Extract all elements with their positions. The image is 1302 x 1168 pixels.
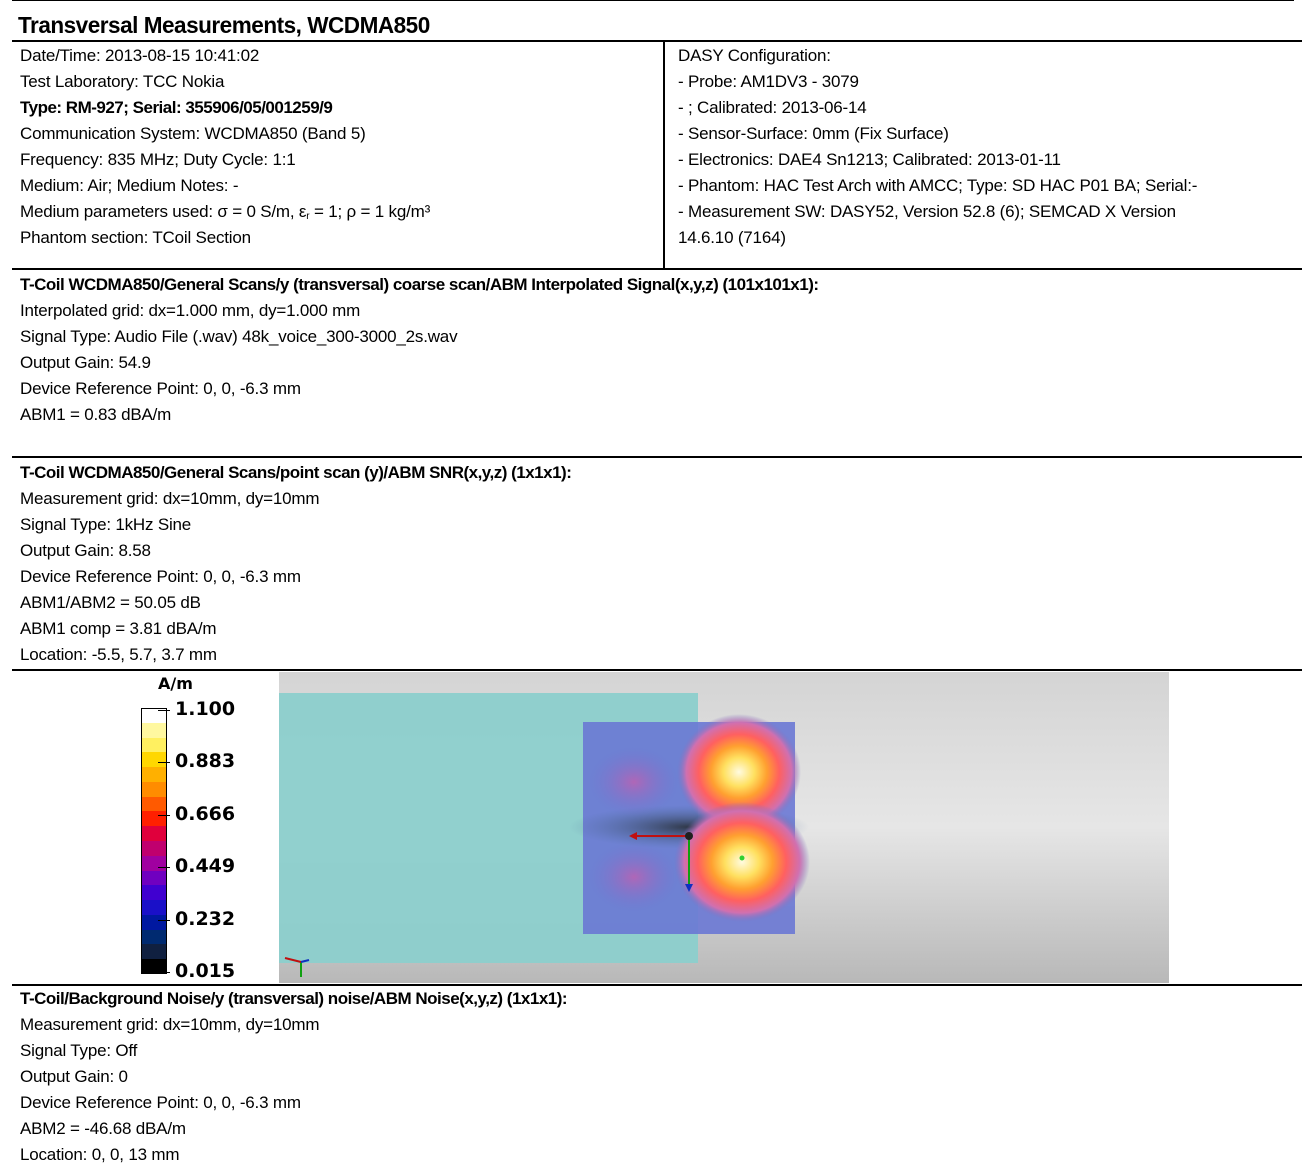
peak-marker	[739, 855, 745, 861]
side-lobe-left	[589, 747, 679, 817]
colorbar-tick-label: 1.100	[175, 698, 236, 720]
point-scan-heading: T-Coil WCDMA850/General Scans/point scan…	[20, 463, 572, 482]
section2-detail-line: Signal Type: 1kHz Sine	[20, 515, 192, 534]
colorbar-segment	[141, 885, 167, 901]
probe-arrowhead-y	[685, 884, 693, 892]
dasy-config-line: - Measurement SW: DASY52, Version 52.8 (…	[678, 202, 1176, 221]
colorbar-tick	[158, 867, 170, 869]
colorbar-segment	[141, 781, 167, 798]
dasy-config-line: - ; Calibrated: 2013-06-14	[678, 98, 867, 117]
section3-detail-line: Measurement grid: dx=10mm, dy=10mm	[20, 1015, 320, 1034]
dasy-config-line: 14.6.10 (7164)	[678, 228, 786, 247]
section3-detail-line: Device Reference Point: 0, 0, -6.3 mm	[20, 1093, 301, 1112]
colorbar-segment	[141, 708, 167, 724]
probe-arrowhead-x	[629, 832, 637, 840]
section2-detail-line: Location: -5.5, 5.7, 3.7 mm	[20, 645, 217, 664]
rule-section1	[12, 456, 1302, 458]
header-divider	[663, 40, 665, 268]
section2-detail-line: Measurement grid: dx=10mm, dy=10mm	[20, 489, 320, 508]
colorbar-tick	[158, 972, 170, 973]
rule-section2	[12, 669, 1302, 671]
dasy-config-line: - Probe: AM1DV3 - 3079	[678, 72, 859, 91]
section2-detail-line: Output Gain: 8.58	[20, 541, 151, 560]
test-info-line: Date/Time: 2013-08-15 10:41:02	[20, 46, 260, 65]
top-rule	[12, 0, 1294, 1]
test-info-line: Type: RM-927; Serial: 355906/05/001259/9	[20, 98, 333, 117]
colorbar-tick-label: 0.449	[175, 855, 236, 878]
colorbar-segment	[141, 929, 167, 945]
section1-detail-line: Output Gain: 54.9	[20, 353, 151, 372]
colorbar-unit: A/m	[158, 674, 193, 693]
colorbar-segment	[141, 767, 167, 783]
dasy-config-line: - Sensor-Surface: 0mm (Fix Surface)	[678, 124, 949, 143]
section3-detail-line: ABM2 = -46.68 dBA/m	[20, 1119, 186, 1138]
coarse-scan-heading: T-Coil WCDMA850/General Scans/y (transve…	[20, 275, 819, 294]
lower-lobe	[674, 802, 810, 922]
rule-header	[12, 268, 1302, 270]
coarse-scan-section: T-Coil WCDMA850/General Scans/y (transve…	[20, 272, 819, 428]
colorbar-tick-label: 0.883	[175, 750, 236, 773]
noise-heading: T-Coil/Background Noise/y (transversal) …	[20, 989, 568, 1008]
section3-detail-line: Output Gain: 0	[20, 1067, 128, 1086]
colorbar-segment	[141, 752, 167, 768]
colorbar-tick	[158, 814, 170, 816]
dasy-config-line: - Electronics: DAE4 Sn1213; Calibrated: …	[678, 150, 1061, 169]
dasy-config-line: - Phantom: HAC Test Arch with AMCC; Type…	[678, 176, 1198, 195]
point-scan-section: T-Coil WCDMA850/General Scans/point scan…	[20, 460, 572, 668]
colorbar-tick	[158, 710, 170, 711]
field-distribution-plot	[279, 672, 1169, 983]
colorbar-segment	[141, 914, 167, 931]
colorbar-segment	[141, 900, 167, 916]
test-info-line: Phantom section: TCoil Section	[20, 228, 251, 247]
test-info-block: Date/Time: 2013-08-15 10:41:02 Test Labor…	[20, 43, 430, 251]
section2-detail-line: ABM1 comp = 3.81 dBA/m	[20, 619, 217, 638]
section2-detail-line: ABM1/ABM2 = 50.05 dB	[20, 593, 201, 612]
colorbar-segment	[141, 737, 167, 753]
upper-lobe	[677, 714, 801, 830]
page-title: Transversal Measurements, WCDMA850	[18, 12, 430, 38]
rule-plot	[12, 984, 1302, 986]
colorbar-tick	[158, 919, 170, 921]
dasy-config-line: DASY Configuration:	[678, 46, 831, 65]
noise-section: T-Coil/Background Noise/y (transversal) …	[20, 986, 568, 1168]
side-lobe-left-lower	[589, 842, 679, 912]
colorbar-segment	[141, 841, 167, 857]
test-info-line: Medium: Air; Medium Notes: -	[20, 176, 239, 195]
dasy-config-block: DASY Configuration: - Probe: AM1DV3 - 307…	[678, 43, 1197, 251]
colorbar-segment	[141, 959, 167, 975]
section1-detail-line: ABM1 = 0.83 dBA/m	[20, 405, 172, 424]
colorbar-segment	[141, 870, 167, 886]
colorbar-segment	[141, 722, 167, 739]
test-info-line: Communication System: WCDMA850 (Band 5)	[20, 124, 366, 143]
test-info-line: Medium parameters used: σ = 0 S/m, εr = …	[20, 202, 431, 222]
colorbar-tick-label: 0.232	[175, 907, 236, 930]
colorbar-tick-label: 0.015	[175, 960, 236, 982]
rule-title	[12, 40, 1302, 42]
colorbar-tick-label: 0.666	[175, 802, 236, 825]
section1-detail-line: Signal Type: Audio File (.wav) 48k_voice…	[20, 327, 458, 346]
reference-point	[685, 832, 693, 840]
test-info-line: Test Laboratory: TCC Nokia	[20, 72, 225, 91]
axis-triad-icon	[284, 957, 310, 977]
colorbar-segment	[141, 944, 167, 960]
colorbar-frame	[141, 708, 167, 974]
colorbar-segment	[141, 826, 167, 842]
section2-detail-line: Device Reference Point: 0, 0, -6.3 mm	[20, 567, 301, 586]
section1-detail-line: Interpolated grid: dx=1.000 mm, dy=1.000…	[20, 301, 361, 320]
colorbar	[141, 708, 167, 975]
section3-detail-line: Location: 0, 0, 13 mm	[20, 1145, 180, 1164]
test-info-line: Frequency: 835 MHz; Duty Cycle: 1:1	[20, 150, 296, 169]
section3-detail-line: Signal Type: Off	[20, 1041, 138, 1060]
colorbar-tick	[158, 762, 170, 764]
section1-detail-line: Device Reference Point: 0, 0, -6.3 mm	[20, 379, 301, 398]
colorbar-segment	[141, 796, 167, 812]
